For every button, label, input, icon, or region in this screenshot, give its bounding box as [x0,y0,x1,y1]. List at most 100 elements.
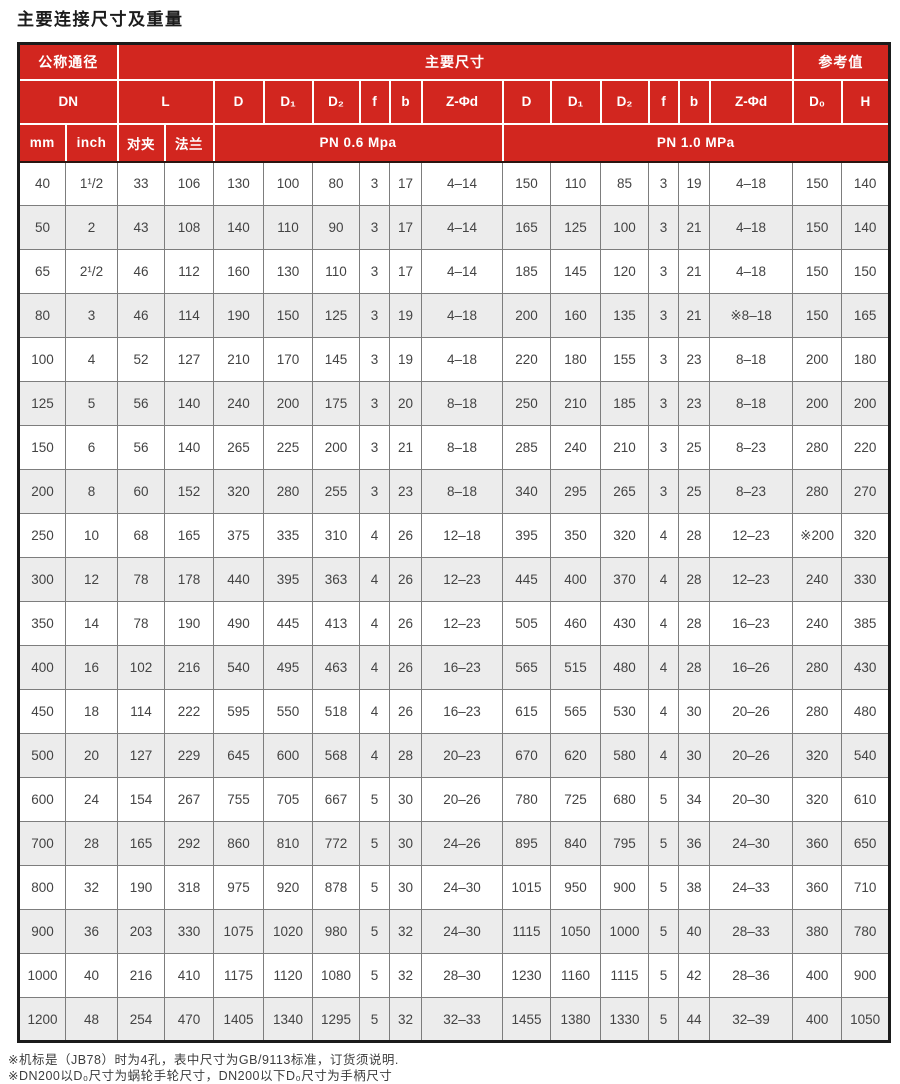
dimension-cell: 16–23 [421,645,503,690]
dimension-cell: 222 [164,689,214,734]
dimension-cell: 4 [359,733,390,778]
dimension-cell: 3 [359,205,390,250]
dimension-cell: 225 [263,425,313,470]
dimension-cell: 140 [841,161,891,206]
dimension-cell: 3 [648,469,679,514]
dimension-cell: 80 [312,161,360,206]
dimension-cell: 8–18 [421,381,503,426]
header-mm: mm [17,122,67,163]
dimension-cell: 460 [550,601,601,646]
dimension-cell: 24 [65,777,118,822]
dimension-cell: 3 [648,249,679,294]
dimension-cell: 3 [359,337,390,382]
dimension-cell: 710 [841,865,891,910]
dimension-cell: 14 [65,601,118,646]
header-pn06: PN 0.6 Mpa [212,122,504,163]
dimension-cell: 30 [389,777,422,822]
dimension-cell: 8–18 [708,381,794,426]
dimension-cell: 5 [359,821,390,866]
table-row: 200 8 60 152 320 280 255 3 23 8–18 340 295 265 3 25 8–2… [18,469,891,514]
header-reference-values: 参考值 [791,42,891,81]
dimension-cell: 4–18 [708,205,794,250]
dimension-cell: 4–18 [708,249,794,294]
dimension-cell: 950 [550,865,601,910]
header-zphid-pn10: Z-Φd [708,78,794,125]
dimension-cell: 32 [389,909,422,954]
dimension-cell: 568 [312,733,360,778]
dimension-cell: 8 [65,469,118,514]
dimension-cell: 25 [678,469,710,514]
dimension-cell: 102 [117,645,165,690]
table-row: 500 20 127 229 645 600 568 4 28 20–23 670 620 580 4 30… [18,733,891,778]
dimension-cell: 795 [600,821,649,866]
dimension-cell: 20–26 [708,689,794,734]
dimension-cell: 90 [312,205,360,250]
table-row: 1200 48 254 470 1405 1340 1295 5 32 32–33 1455 1380… [18,997,891,1042]
header-inch: inch [64,122,119,163]
header-pn10: PN 1.0 MPa [501,122,891,163]
table-row: 40 1¹/2 33 106 130 100 80 3 17 4–14 150 110 85 3 19 4–1… [18,161,891,206]
dimension-cell: 56 [117,425,165,470]
dimension-cell: 5 [648,777,679,822]
dimension-cell: 5 [359,997,390,1042]
dimension-cell: 840 [550,821,601,866]
dimension-cell: 28–36 [708,953,794,998]
dimension-cell: 21 [678,205,710,250]
dimension-cell: 220 [841,425,891,470]
dimension-cell: 210 [550,381,601,426]
dimension-cell: 44 [678,997,710,1042]
dimension-cell: 413 [312,601,360,646]
header-d-pn10: D [501,78,552,125]
dimension-cell: 240 [213,381,264,426]
dimension-cell: 550 [263,689,313,734]
dimension-cell: 295 [550,469,601,514]
dimension-cell: 25 [678,425,710,470]
dimension-cell: 36 [65,909,118,954]
dimension-cell: 24–26 [421,821,503,866]
dimension-cell: 200 [263,381,313,426]
header-d1-pn10: D₁ [549,78,602,125]
dimension-cell: 200 [792,337,843,382]
dimension-cell: 12–23 [708,513,794,558]
dimension-cell: 370 [600,557,649,602]
dimension-cell: 100 [263,161,313,206]
header-d2-pn10: D₂ [599,78,650,125]
dimension-cell: 24–30 [421,909,503,954]
dimension-cell: ※200 [792,513,843,558]
header-dn: DN [17,78,119,125]
table-body: 40 1¹/2 33 106 130 100 80 3 17 4–14 150 110 85 3 19 4–1… [18,161,891,1042]
dimension-cell: 3 [65,293,118,338]
table-row: 50 2 43 108 140 110 90 3 17 4–14 165 125 100 3 21 4–18 1… [18,205,891,250]
dimension-cell: 725 [550,777,601,822]
dimension-cell: 670 [502,733,551,778]
dimension-cell: 680 [600,777,649,822]
dimension-cell: 320 [841,513,891,558]
dimension-cell: 810 [263,821,313,866]
dimension-cell: 4 [359,513,390,558]
header-zphid-pn06: Z-Φd [420,78,504,125]
dimension-cell: 185 [600,381,649,426]
footnotes: ※机标是（JB78）时为4孔，表中尺寸为GB/9113标准，订货须说明. ※DN… [8,1052,900,1084]
dimension-cell: 20–26 [421,777,503,822]
dimension-cell: 20 [65,733,118,778]
dimension-cell: 8–23 [708,425,794,470]
dimension-cell: 210 [213,337,264,382]
dimension-cell: 240 [792,601,843,646]
dimension-cell: 385 [841,601,891,646]
dimension-cell: 135 [600,293,649,338]
dimension-cell: 4 [648,645,679,690]
dimension-cell: 1020 [263,909,313,954]
dimension-cell: 100 [18,337,66,382]
dimension-cell: 6 [65,425,118,470]
dimension-cell: 23 [678,337,710,382]
header-d1-pn06: D₁ [262,78,314,125]
dimension-cell: 565 [502,645,551,690]
dimension-cell: 270 [841,469,891,514]
dimension-cell: 50 [18,205,66,250]
dimension-cell: 165 [841,293,891,338]
dimension-cell: 255 [312,469,360,514]
header-group-row: 公称通径 主要尺寸 参考值 [17,42,891,81]
dimension-cell: 280 [792,645,843,690]
dimension-cell: 145 [550,249,601,294]
dimension-cell: 140 [164,425,214,470]
